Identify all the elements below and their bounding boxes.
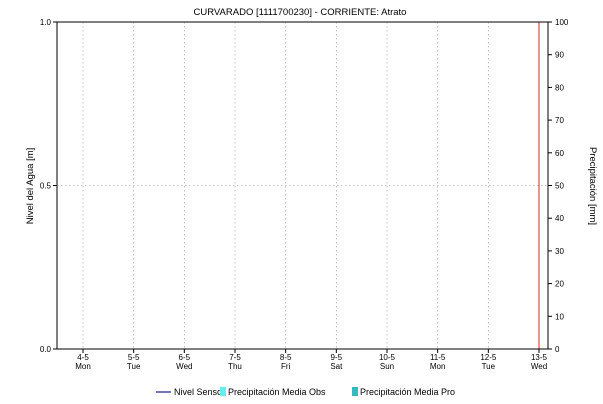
legend-swatch-bar (220, 387, 226, 396)
y-right-tick-label: 70 (555, 116, 564, 125)
x-tick-label-weekday: Fri (281, 362, 291, 371)
x-tick-label-day: 11-5 (430, 353, 446, 362)
x-tick-label-day: 13-5 (531, 353, 548, 362)
y-right-tick-label: 60 (555, 149, 564, 158)
y-left-tick-label: 1.0 (40, 18, 52, 27)
x-tick-label-weekday: Sat (330, 362, 343, 371)
y-left-axis-label: Nivel del Agua [m] (25, 148, 36, 225)
y-right-tick-label: 40 (555, 214, 564, 223)
x-tick-label-day: 4-5 (77, 353, 89, 362)
x-tick-label-weekday: Sun (380, 362, 394, 371)
y-right-ticks: 0 10 20 30 40 50 60 70 80 90 100 (548, 18, 569, 354)
x-tick-label-weekday: Thu (228, 362, 242, 371)
y-right-tick-label: 50 (555, 182, 564, 191)
x-ticks: 4-5Mon5-5Tue6-5Wed7-5Thu8-5Fri9-5Sat10-5… (75, 349, 548, 371)
x-tick-label-day: 8-5 (280, 353, 292, 362)
grid-lines (57, 22, 548, 349)
x-tick-label-weekday: Tue (127, 362, 141, 371)
chart-title: CURVARADO [1111700230] - CORRIENTE: Atra… (194, 7, 407, 18)
x-tick-label-day: 10-5 (379, 353, 396, 362)
legend-swatch-bar (352, 387, 358, 396)
x-tick-label-weekday: Wed (176, 362, 192, 371)
y-right-tick-label: 30 (555, 247, 564, 256)
x-tick-label-day: 12-5 (480, 353, 497, 362)
legend-label: Precipitación Media Pro (360, 387, 455, 397)
y-right-tick-label: 80 (555, 83, 564, 92)
plot-frame (56, 21, 549, 350)
x-tick-label-day: 5-5 (128, 353, 140, 362)
y-left-tick-label: 0.0 (40, 345, 52, 354)
y-right-tick-label: 0 (555, 345, 560, 354)
y-right-tick-label: 10 (555, 312, 564, 321)
legend-label: Nivel Sensor (174, 387, 225, 397)
x-tick-label-day: 7-5 (229, 353, 241, 362)
x-tick-label-day: 9-5 (331, 353, 343, 362)
x-tick-label-weekday: Mon (75, 362, 91, 371)
x-tick-label-weekday: Wed (531, 362, 547, 371)
y-right-axis-label: Precipitación [mm] (587, 147, 598, 225)
legend: Nivel Sensor Precipitación Media Obs Preci… (156, 387, 455, 397)
y-right-tick-label: 20 (555, 280, 564, 289)
y-left-ticks: 0.0 0.5 1.0 (40, 18, 57, 354)
y-right-tick-label: 100 (555, 18, 569, 27)
x-tick-label-weekday: Tue (482, 362, 496, 371)
x-tick-label-weekday: Mon (430, 362, 446, 371)
y-right-tick-label: 90 (555, 51, 564, 60)
y-left-tick-label: 0.5 (40, 182, 52, 191)
legend-label: Precipitación Media Obs (228, 387, 326, 397)
x-tick-label-day: 6-5 (179, 353, 191, 362)
